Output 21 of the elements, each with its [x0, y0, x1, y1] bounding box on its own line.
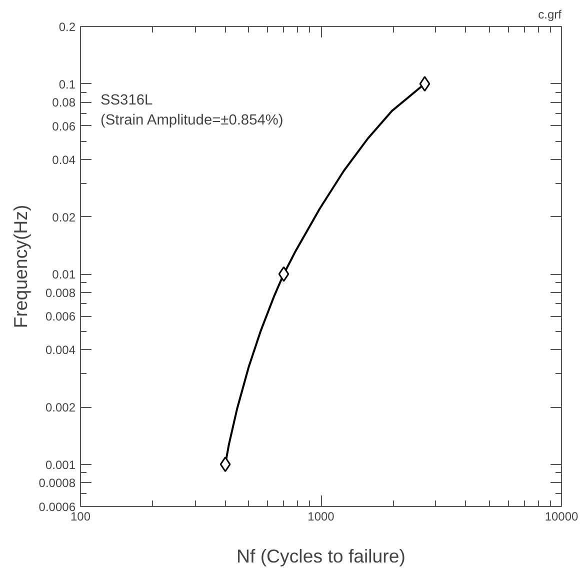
text: c.grf — [538, 8, 562, 22]
y-tick-label: 0.004 — [45, 343, 76, 358]
y-tick-label: 0.08 — [52, 96, 76, 110]
x-tick-label: 10000 — [544, 510, 579, 524]
annotation: SS316L — [100, 92, 153, 108]
y-axis-title: Frequency(Hz) — [10, 204, 31, 328]
y-tick-label: 0.006 — [45, 310, 76, 324]
y-tick-label: 0.02 — [52, 210, 76, 224]
y-tick-label: 0.008 — [45, 286, 76, 300]
y-tick-label: 0.04 — [52, 152, 76, 167]
y-tick-label: 0.002 — [45, 400, 76, 415]
y-tick-label: 0.0008 — [38, 476, 76, 490]
y-tick-label: 0.01 — [52, 268, 76, 282]
x-tick-label: 100 — [70, 510, 91, 524]
annotation: (Strain Amplitude=±0.854%) — [100, 112, 284, 128]
x-tick-label: 1000 — [308, 510, 335, 524]
y-tick-label: 0.001 — [45, 458, 76, 472]
x-axis-title: Nf (Cycles to failure) — [236, 546, 406, 566]
y-tick-label: 0.2 — [58, 20, 76, 34]
y-tick-label: 0.1 — [58, 77, 76, 92]
y-tick-label: 0.06 — [52, 119, 76, 134]
